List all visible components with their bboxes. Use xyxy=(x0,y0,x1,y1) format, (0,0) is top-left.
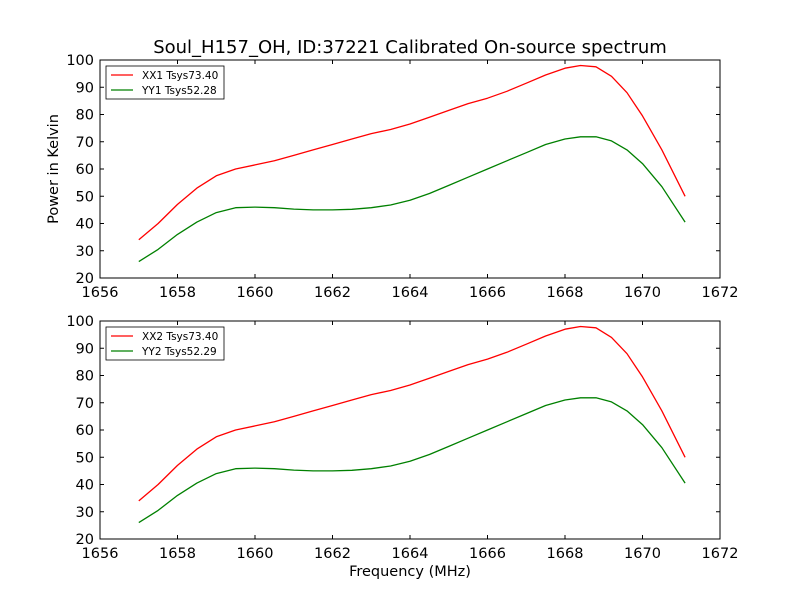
x-tick-label: 1660 xyxy=(237,285,274,301)
x-axis-label: Frequency (MHz) xyxy=(349,564,471,580)
y-tick-label: 70 xyxy=(76,396,94,412)
series-line-2 xyxy=(138,136,686,263)
y-tick-label: 20 xyxy=(76,271,94,287)
legend-box xyxy=(105,65,225,100)
y-tick-label: 40 xyxy=(76,217,94,233)
x-tick-label: 1670 xyxy=(624,546,661,562)
series-line-1 xyxy=(138,325,686,502)
y-tick-label: 100 xyxy=(66,314,94,330)
panel-2: 1656 1658 1660 1662 1664 1666 1668 1670 1672 20 30… xyxy=(66,314,738,562)
x-tick-label: 1672 xyxy=(702,285,739,301)
y-axis-label: Power in Kelvin xyxy=(46,114,62,224)
legend-label-2: YY2 Tsys52.29 xyxy=(141,346,217,358)
y-tick-label: 90 xyxy=(76,80,94,96)
legend-label-2: YY1 Tsys52.28 xyxy=(141,85,217,97)
x-tick-label: 1672 xyxy=(702,546,739,562)
y-tick-label: 60 xyxy=(76,162,94,178)
x-tick-label: 1668 xyxy=(547,546,584,562)
legend-label-1: XX2 Tsys73.40 xyxy=(142,331,218,343)
y-tick-label: 90 xyxy=(76,341,94,357)
y-tick-label: 50 xyxy=(76,450,94,466)
series-line-2 xyxy=(138,397,686,524)
y-tick-label: 30 xyxy=(76,244,94,260)
y-tick-label: 100 xyxy=(66,53,94,69)
y-tick-label: 20 xyxy=(76,532,94,548)
x-tick-label: 1656 xyxy=(82,285,119,301)
x-tick-label: 1666 xyxy=(469,285,506,301)
x-tick-label: 1662 xyxy=(314,546,351,562)
panel-1: 1656 1658 1660 1662 1664 1666 1668 1670 1672 20 30… xyxy=(66,53,738,301)
x-tick-label: 1666 xyxy=(469,546,506,562)
x-tick-label: 1656 xyxy=(82,546,119,562)
y-tick-label: 30 xyxy=(76,505,94,521)
y-tick-label: 70 xyxy=(76,135,94,151)
x-tick-label: 1658 xyxy=(159,546,196,562)
legend-box xyxy=(105,326,225,361)
y-tick-label: 80 xyxy=(76,369,94,385)
figure-title: Soul_H157_OH, ID:37221 Calibrated On-sou… xyxy=(153,37,667,58)
x-tick-label: 1664 xyxy=(392,546,429,562)
chart-panels: 1656 1658 1660 1662 1664 1666 1668 1670 1672 20 30… xyxy=(66,53,738,562)
y-tick-label: 50 xyxy=(76,189,94,205)
x-tick-label: 1658 xyxy=(159,285,196,301)
x-tick-label: 1662 xyxy=(314,285,351,301)
x-tick-label: 1668 xyxy=(547,285,584,301)
x-tick-label: 1660 xyxy=(237,546,274,562)
series-line-1 xyxy=(138,64,686,241)
y-tick-label: 80 xyxy=(76,108,94,124)
y-tick-label: 60 xyxy=(76,423,94,439)
y-tick-label: 40 xyxy=(76,478,94,494)
x-tick-label: 1670 xyxy=(624,285,661,301)
legend-label-1: XX1 Tsys73.40 xyxy=(142,70,218,82)
x-tick-label: 1664 xyxy=(392,285,429,301)
